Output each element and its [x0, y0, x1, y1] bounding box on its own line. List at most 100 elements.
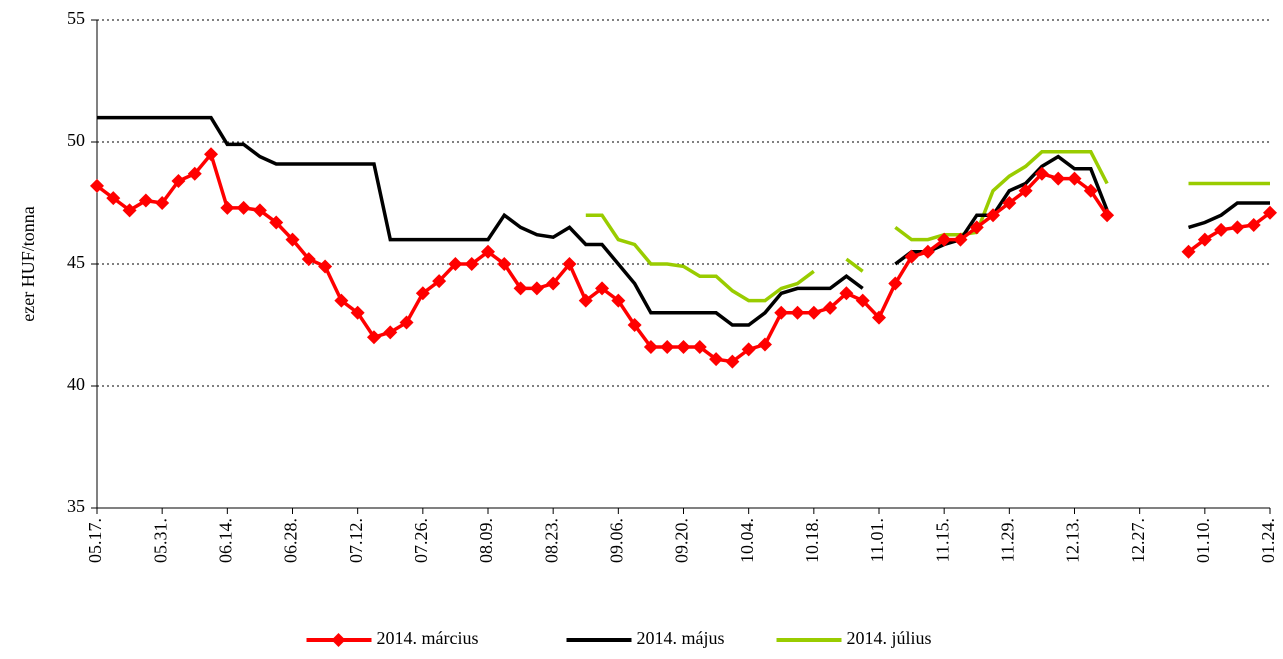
marker: [464, 257, 479, 271]
marker: [318, 259, 333, 274]
marker: [725, 354, 740, 369]
x-tick-label: 12.13.: [1063, 518, 1083, 563]
marker: [513, 281, 528, 296]
marker: [578, 293, 593, 308]
marker: [969, 220, 984, 235]
y-tick-label: 45: [67, 252, 85, 272]
x-tick-label: 05.31.: [150, 518, 170, 563]
marker: [383, 325, 398, 340]
x-tick-label: 01.24.: [1258, 518, 1278, 563]
x-tick-label: 07.26.: [411, 518, 431, 563]
marker: [187, 166, 202, 181]
marker: [1214, 222, 1229, 237]
marker: [709, 352, 724, 367]
marker: [839, 286, 854, 301]
marker: [904, 249, 919, 264]
marker: [986, 208, 1001, 223]
marker: [285, 232, 300, 247]
marker: [122, 203, 137, 218]
marker: [692, 339, 707, 354]
marker: [1181, 244, 1196, 259]
x-tick-label: 11.15.: [932, 518, 952, 562]
legend-label: 2014. július: [847, 628, 932, 648]
marker: [155, 196, 170, 210]
x-tick-label: 01.10.: [1193, 518, 1213, 563]
marker: [953, 232, 968, 247]
marker: [448, 257, 463, 271]
y-axis-label: ezer HUF/tonna: [18, 206, 38, 321]
marker: [920, 244, 935, 259]
x-tick-label: 11.29.: [997, 518, 1017, 562]
marker: [301, 252, 316, 267]
marker: [1100, 208, 1115, 223]
marker: [220, 200, 235, 215]
marker: [106, 191, 121, 206]
x-tick-label: 05.17.: [85, 518, 105, 563]
marker: [252, 203, 267, 218]
marker: [432, 274, 447, 289]
marker: [627, 318, 642, 332]
marker: [497, 257, 512, 271]
marker: [888, 276, 903, 291]
y-tick-label: 35: [67, 496, 85, 516]
marker: [937, 232, 952, 247]
x-tick-label: 08.09.: [476, 518, 496, 563]
marker: [269, 215, 284, 230]
marker: [1230, 220, 1245, 235]
marker: [823, 300, 838, 315]
marker: [546, 276, 561, 291]
marker: [204, 147, 219, 162]
marker: [399, 315, 414, 330]
legend-label: 2014. március: [377, 628, 479, 648]
legend-label: 2014. május: [637, 628, 725, 648]
marker: [806, 305, 821, 320]
marker: [529, 281, 544, 296]
marker: [643, 339, 658, 354]
marker: [1263, 205, 1277, 220]
x-tick-label: 06.28.: [281, 518, 301, 563]
marker: [334, 293, 349, 308]
x-tick-label: 07.12.: [346, 518, 366, 563]
legend-marker: [331, 633, 346, 647]
x-tick-label: 09.20.: [672, 518, 692, 563]
y-tick-label: 55: [67, 8, 85, 28]
x-tick-label: 08.23.: [541, 518, 561, 563]
marker: [366, 330, 381, 345]
marker: [660, 339, 675, 354]
marker: [171, 174, 186, 189]
x-tick-label: 10.04.: [737, 518, 757, 563]
series-line: [585, 150, 1270, 303]
marker: [481, 244, 495, 259]
marker: [1067, 171, 1082, 186]
x-tick-label: 11.01.: [867, 518, 887, 562]
marker: [741, 342, 756, 357]
marker: [774, 305, 789, 320]
marker: [1034, 166, 1049, 181]
marker: [90, 178, 104, 193]
marker: [1018, 183, 1033, 198]
marker: [611, 293, 626, 308]
marker: [872, 310, 886, 325]
series-line: [95, 150, 1272, 364]
x-tick-label: 10.18.: [802, 518, 822, 563]
marker: [1197, 232, 1212, 247]
x-tick-label: 12.27.: [1128, 518, 1148, 563]
marker: [676, 339, 691, 354]
marker: [757, 337, 772, 352]
marker: [855, 293, 870, 308]
y-tick-label: 50: [67, 130, 85, 150]
y-tick-label: 40: [67, 374, 85, 394]
marker: [138, 193, 153, 208]
marker: [1002, 196, 1017, 210]
marker: [1051, 171, 1066, 186]
marker: [790, 305, 805, 320]
marker: [236, 200, 251, 215]
marker: [1083, 183, 1098, 198]
marker: [415, 286, 430, 301]
marker: [350, 305, 365, 320]
marker: [1246, 217, 1261, 232]
x-tick-label: 09.06.: [606, 518, 626, 563]
x-tick-label: 06.14.: [215, 518, 235, 563]
marker: [595, 281, 610, 296]
